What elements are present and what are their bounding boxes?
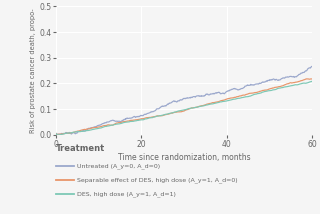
Text: DES, high dose (A_y=1, A_d=1): DES, high dose (A_y=1, A_d=1) [77,191,176,196]
Y-axis label: Risk of prostate cancer death, propo‐: Risk of prostate cancer death, propo‐ [30,8,36,133]
X-axis label: Time since randomization, months: Time since randomization, months [118,153,250,162]
Text: Separable effect of DES, high dose (A_y=1, A_d=0): Separable effect of DES, high dose (A_y=… [77,177,237,183]
Text: Treatment: Treatment [56,144,105,153]
Text: Untreated (A_y=0, A_d=0): Untreated (A_y=0, A_d=0) [77,163,160,169]
